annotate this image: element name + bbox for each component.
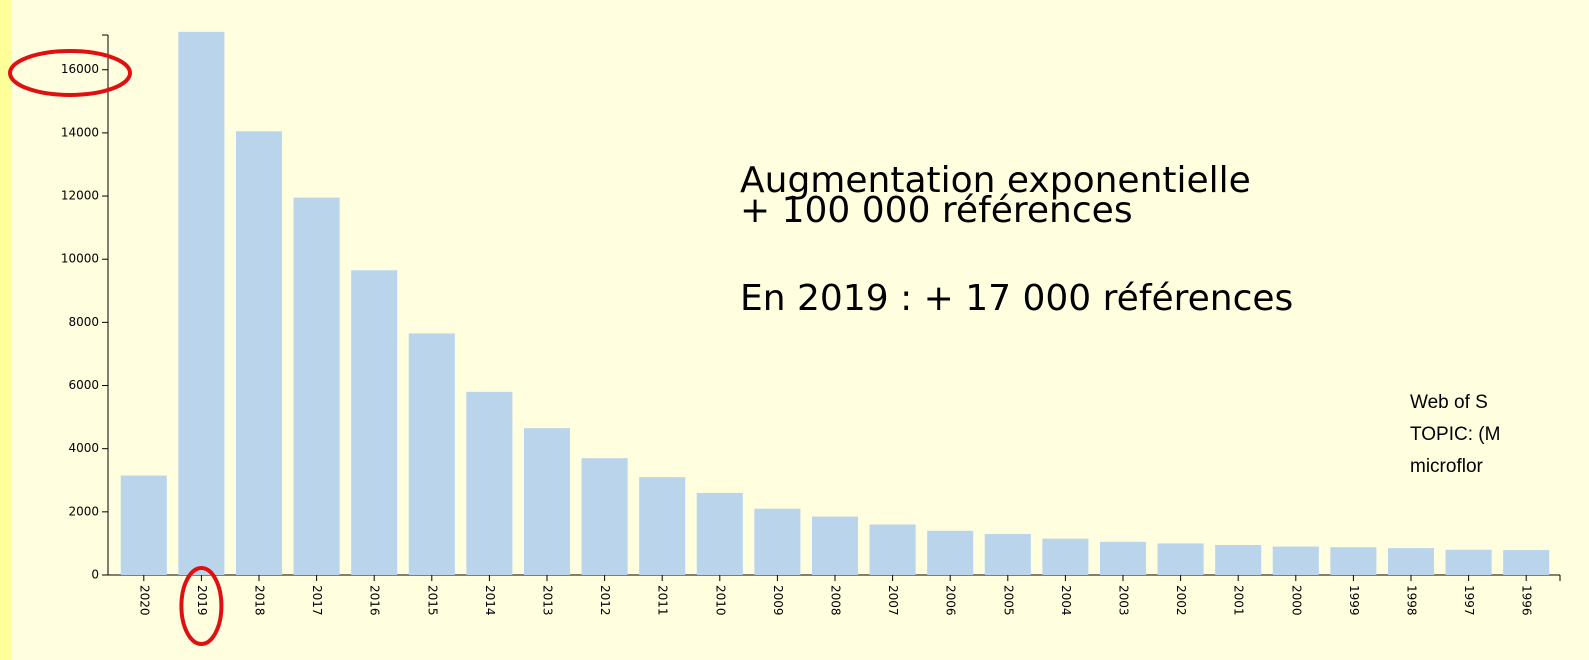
- y-tick-label: 6000: [68, 378, 99, 392]
- x-tick-label: 1998: [1405, 585, 1419, 616]
- bar: [178, 31, 225, 576]
- bar: [235, 131, 283, 575]
- x-tick-label: 2004: [1059, 585, 1073, 616]
- bar: [120, 475, 167, 575]
- bar: [811, 516, 859, 575]
- bar: [1042, 538, 1089, 575]
- bar: [1330, 547, 1377, 575]
- annotation: En 2019 : + 17 000 références: [740, 278, 1293, 319]
- x-tick-label: 2017: [310, 585, 324, 616]
- y-tick-label: 2000: [68, 504, 99, 518]
- bar: [1387, 548, 1435, 575]
- bar: [351, 270, 398, 575]
- left-strip: [0, 0, 12, 660]
- x-tick-label: 2001: [1232, 585, 1246, 616]
- x-tick-label: 2007: [886, 585, 900, 616]
- highlight: [179, 566, 224, 646]
- bar: [696, 492, 743, 575]
- y-tick-label: 0: [91, 568, 99, 582]
- y-tick-label: 16000: [61, 62, 99, 76]
- y-tick-label: 4000: [68, 441, 99, 455]
- x-tick-label: 2006: [944, 585, 958, 616]
- x-tick-label: 2018: [253, 585, 267, 616]
- bar: [466, 391, 513, 575]
- x-tick-label: 1999: [1347, 585, 1361, 616]
- x-tick-label: 1997: [1462, 585, 1476, 616]
- bar: [869, 524, 916, 575]
- bar: [581, 458, 628, 575]
- y-tick-label: 14000: [61, 125, 99, 139]
- annotation: Augmentation exponentielle: [740, 160, 1251, 201]
- source-note: microflor: [1410, 456, 1484, 477]
- x-tick-label: 2003: [1117, 585, 1131, 616]
- bar: [408, 333, 455, 575]
- bar: [927, 530, 974, 575]
- x-tick-label: 2012: [598, 585, 612, 616]
- highlight: [8, 49, 132, 97]
- bar: [1215, 545, 1262, 575]
- x-tick-label: 2016: [368, 585, 382, 616]
- x-tick-label: 2020: [137, 585, 151, 616]
- x-tick-label: 2015: [425, 585, 439, 616]
- bar: [754, 508, 801, 575]
- bar: [523, 428, 571, 575]
- x-tick-label: 2010: [713, 585, 727, 616]
- x-tick-label: 2005: [1001, 585, 1015, 616]
- x-tick-label: 2002: [1174, 585, 1188, 616]
- bar: [293, 197, 340, 575]
- x-tick-label: 2011: [656, 585, 670, 616]
- source-note: TOPIC: (M: [1410, 424, 1500, 445]
- x-tick-label: 2014: [483, 585, 497, 616]
- x-tick-label: 2009: [771, 585, 785, 616]
- y-tick-label: 10000: [61, 252, 99, 266]
- bar: [639, 477, 686, 575]
- bar: [1445, 549, 1492, 575]
- bar: [984, 533, 1031, 575]
- x-tick-label: 2000: [1289, 585, 1303, 616]
- y-tick-label: 12000: [61, 189, 99, 203]
- source-note: Web of S: [1410, 392, 1488, 413]
- x-tick-label: 1996: [1520, 585, 1534, 616]
- x-tick-label: 2008: [829, 585, 843, 616]
- y-tick-label: 8000: [68, 315, 99, 329]
- bar: [1099, 541, 1147, 575]
- bar: [1157, 543, 1204, 575]
- bar: [1503, 550, 1550, 575]
- x-tick-label: 2019: [195, 585, 209, 616]
- x-tick-label: 2013: [541, 585, 555, 616]
- bar: [1272, 546, 1319, 575]
- annotation: + 100 000 références: [740, 190, 1133, 231]
